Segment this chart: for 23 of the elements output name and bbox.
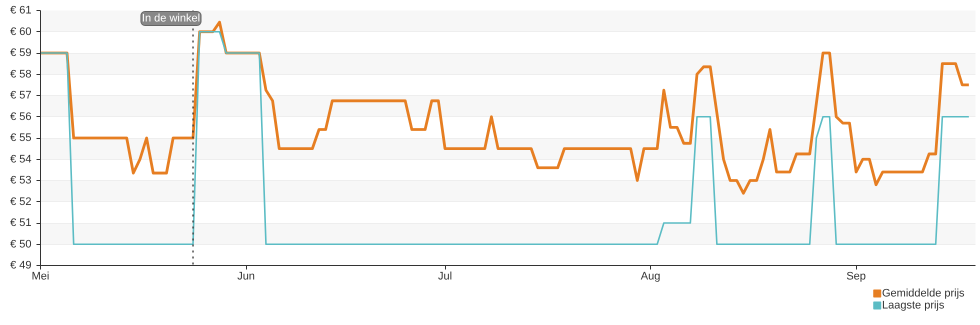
legend-label: Laagste prijs xyxy=(882,300,945,312)
y-tick-label: € 58 xyxy=(10,68,32,80)
x-tick-label: Jun xyxy=(237,270,255,282)
x-tick-label: Sep xyxy=(846,270,866,282)
y-tick-label: € 59 xyxy=(10,47,32,59)
y-tick-label: € 61 xyxy=(10,4,32,16)
y-tick-label: € 49 xyxy=(10,260,32,272)
y-tick-label: € 51 xyxy=(10,217,32,229)
legend-label: Gemiddelde prijs xyxy=(882,288,966,300)
y-tick-label: € 50 xyxy=(10,238,32,250)
line-series xyxy=(40,30,970,246)
x-tick-label: Aug xyxy=(640,270,660,282)
y-tick-label: € 60 xyxy=(10,26,32,38)
y-tick-label: € 52 xyxy=(10,196,32,208)
x-tick-label: Jul xyxy=(438,270,452,282)
x-tick-label: Mei xyxy=(32,270,50,282)
y-tick-label: € 56 xyxy=(10,110,32,123)
line-series xyxy=(40,20,970,195)
ref-line-label: In de winkel xyxy=(142,12,200,24)
y-tick-label: € 53 xyxy=(10,174,32,186)
y-tick-label: € 55 xyxy=(10,132,32,144)
y-tick-label: € 57 xyxy=(10,90,32,102)
y-tick-label: € 54 xyxy=(10,153,32,166)
